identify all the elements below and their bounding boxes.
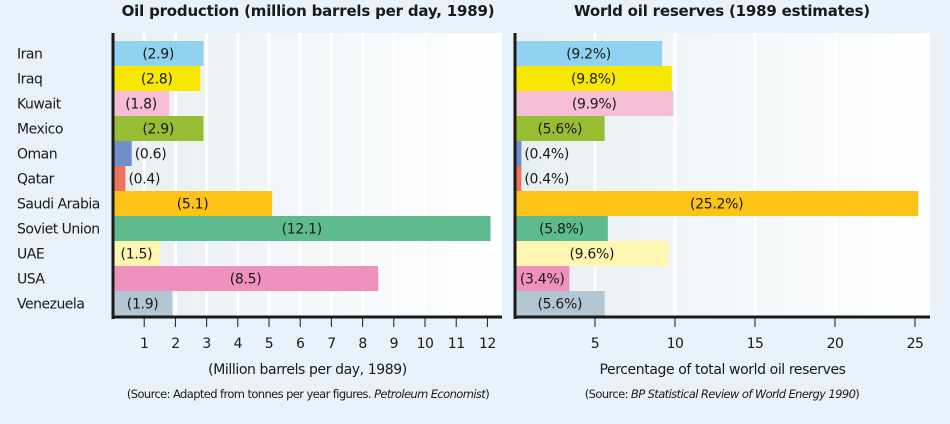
category-label: Oman: [17, 147, 57, 163]
production-value-label: (1.9): [127, 297, 159, 313]
production-value-label: (8.5): [230, 272, 262, 288]
production-tick-label: 12: [479, 336, 496, 352]
production-source-suffix: ): [485, 387, 490, 401]
production-value-label: (1.8): [125, 97, 157, 113]
production-tick-label: 5: [265, 336, 273, 352]
category-label: Saudi Arabia: [17, 197, 100, 213]
production-tick-label: 3: [202, 336, 210, 352]
reserves-value-label: (9.6%): [569, 247, 614, 263]
reserves-bar-saudi-arabia: [515, 191, 919, 216]
production-bar-saudi-arabia: [113, 191, 273, 216]
reserves-bar-iraq: [515, 66, 672, 91]
reserves-value-label: (0.4%): [524, 172, 569, 188]
reserves-value-label: (5.6%): [537, 297, 582, 313]
production-bar-iraq: [113, 66, 201, 91]
reserves-bar-qatar: [515, 166, 522, 191]
reserves-source-prefix: (Source:: [584, 387, 631, 401]
reserves-value-label: (9.8%): [571, 72, 616, 88]
reserves-bar-uae: [515, 241, 669, 266]
production-tick-label: 4: [234, 336, 243, 352]
reserves-value-label: (0.4%): [524, 147, 569, 163]
reserves-chart-title: World oil reserves (1989 estimates): [574, 2, 870, 20]
reserves-tick-label: 5: [591, 336, 599, 352]
production-value-label: (1.5): [121, 247, 153, 263]
production-tick-label: 10: [417, 336, 434, 352]
production-x-axis-title: (Million barrels per day, 1989): [208, 362, 407, 378]
production-source-prefix: (Source: Adapted from tonnes per year fi…: [126, 387, 375, 401]
production-bar-soviet-union: [113, 216, 491, 241]
production-tick-label: 8: [358, 336, 366, 352]
production-bar-mexico: [113, 116, 204, 141]
reserves-tick-label: 15: [747, 336, 764, 352]
production-value-label: (2.9): [142, 47, 174, 63]
production-value-label: (0.4): [128, 172, 160, 188]
category-label: Qatar: [17, 172, 55, 188]
production-tick-label: 6: [296, 336, 305, 352]
category-label: Kuwait: [17, 97, 62, 113]
production-bar-qatar: [113, 166, 126, 191]
reserves-bar-venezuela: [515, 291, 605, 316]
category-label: Venezuela: [17, 297, 84, 313]
production-value-label: (5.1): [177, 197, 209, 213]
production-bar-usa: [113, 266, 379, 291]
category-label: Iran: [17, 47, 42, 63]
category-label: Iraq: [17, 72, 42, 88]
production-bar-venezuela: [113, 291, 173, 316]
reserves-bar-soviet-union: [515, 216, 608, 241]
production-chart: (2.9) (2.8) (1.8) (2.9) (0.6) (0.4) (5.1) (12.1…: [17, 33, 502, 378]
production-bar-uae: [113, 241, 160, 266]
reserves-value-label: (3.4%): [520, 272, 565, 288]
reserves-tick-label: 10: [667, 336, 684, 352]
production-tick-label: 11: [448, 336, 465, 352]
category-label: Mexico: [17, 122, 63, 138]
production-value-label: (12.1): [282, 222, 322, 238]
production-tick-label: 1: [140, 336, 148, 352]
production-value-label: (2.8): [141, 72, 173, 88]
production-source-publication: Petroleum Economist: [374, 387, 486, 401]
reserves-bar-mexico: [515, 116, 605, 141]
production-tick-label: 9: [390, 336, 398, 352]
production-value-label: (2.9): [142, 122, 174, 138]
reserves-bar-iran: [515, 41, 663, 66]
reserves-bar-kuwait: [515, 91, 674, 116]
reserves-value-label: (5.8%): [539, 222, 584, 238]
reserves-x-axis-title: Percentage of total world oil reserves: [599, 362, 845, 378]
category-label: UAE: [17, 247, 44, 263]
reserves-source-note: (Source: BP Statistical Review of World …: [514, 387, 930, 401]
reserves-value-label: (9.2%): [566, 47, 611, 63]
production-tick-label: 7: [327, 336, 335, 352]
production-source-note: (Source: Adapted from tonnes per year fi…: [113, 387, 503, 401]
reserves-value-label: (25.2%): [690, 197, 743, 213]
reserves-value-label: (9.9%): [572, 97, 617, 113]
production-bar-oman: [113, 141, 132, 166]
production-tick-label: 2: [171, 336, 179, 352]
reserves-source-publication: BP Statistical Review of World Energy 19…: [630, 387, 856, 401]
reserves-chart: (9.2%) (9.8%) (9.9%) (5.6%) (0.4%) (0.4%) (25.…: [513, 33, 930, 378]
reserves-source-suffix: ): [855, 387, 860, 401]
production-value-label: (0.6): [135, 147, 167, 163]
reserves-tick-label: 25: [907, 336, 924, 352]
category-label: Soviet Union: [17, 222, 100, 238]
reserves-bar-usa: [515, 266, 570, 291]
production-bar-kuwait: [113, 91, 170, 116]
reserves-tick-label: 20: [827, 336, 844, 352]
reserves-bar-oman: [515, 141, 522, 166]
category-label: USA: [17, 272, 45, 288]
reserves-value-label: (5.6%): [537, 122, 582, 138]
production-chart-title: Oil production (million barrels per day,…: [121, 2, 495, 20]
production-bar-iran: [113, 41, 204, 66]
